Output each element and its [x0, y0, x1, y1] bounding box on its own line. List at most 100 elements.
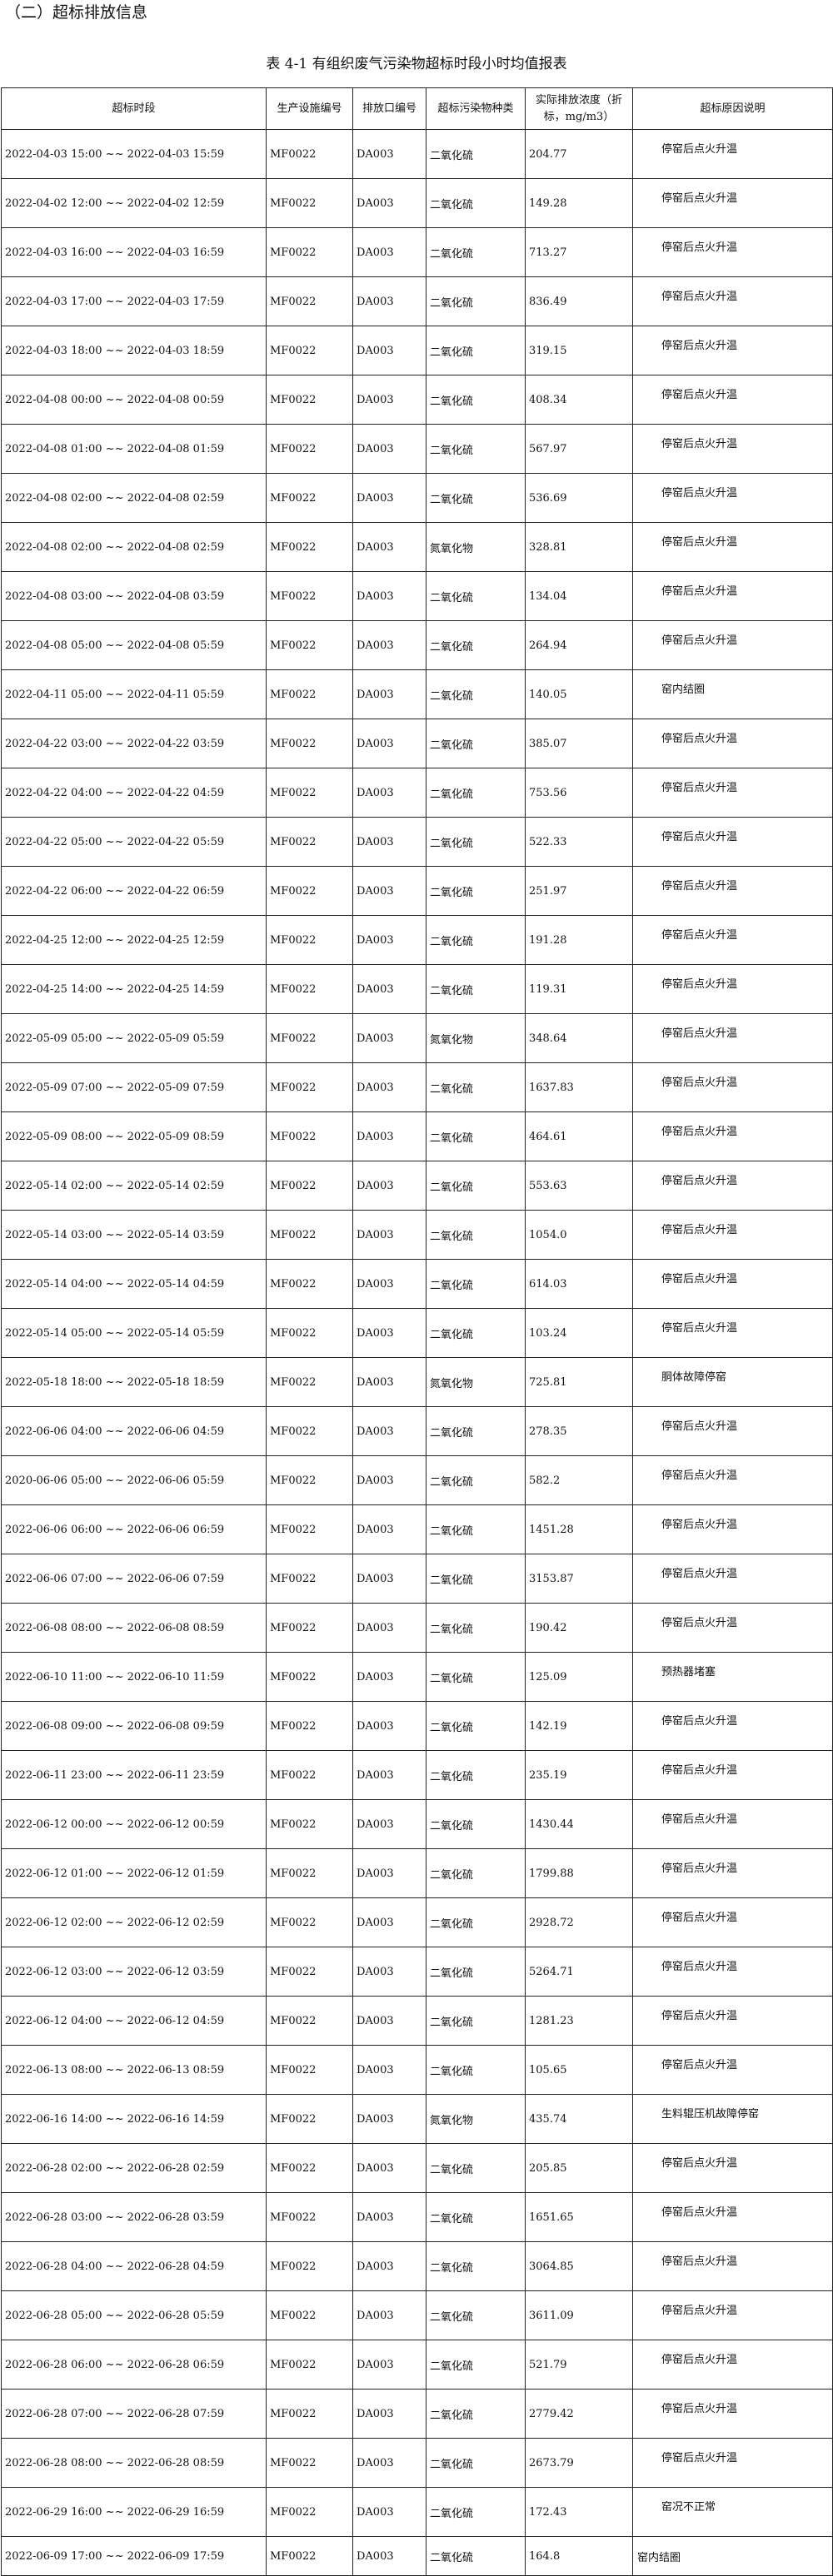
cell-facility-id: MF0022: [266, 2094, 353, 2144]
cell-facility-id: MF0022: [266, 1062, 353, 1112]
cell-reason: 停窑后点火升温: [632, 473, 833, 523]
table-row: 2022-04-08 01:00 ~~ 2022-04-08 01:59 MF00…: [1, 424, 833, 474]
cell-concentration: 1651.65: [525, 2192, 633, 2242]
cell-outlet-id: DA003: [352, 1111, 426, 1161]
cell-outlet-id: DA003: [352, 2290, 426, 2340]
table-caption: 表 4-1 有组织废气污染物超标时段小时均值报表: [266, 56, 567, 72]
cell-reason: 停窑后点火升温: [632, 1750, 833, 1800]
cell-concentration: 385.07: [525, 719, 633, 768]
cell-pollutant: 二氧化硫: [426, 2143, 526, 2193]
cell-period: 2022-04-25 12:00 ~~ 2022-04-25 12:59: [1, 915, 267, 965]
cell-reason: 停窑后点火升温: [632, 2389, 833, 2439]
cell-pollutant: 氮氧化物: [426, 1013, 526, 1063]
cell-period: 2022-06-06 04:00 ~~ 2022-06-06 04:59: [1, 1406, 267, 1456]
cell-concentration: 191.28: [525, 915, 633, 965]
cell-facility-id: MF0022: [266, 866, 353, 916]
cell-facility-id: MF0022: [266, 1701, 353, 1751]
cell-period: 2022-04-08 03:00 ~~ 2022-04-08 03:59: [1, 571, 267, 621]
cell-facility-id: MF0022: [266, 2438, 353, 2488]
cell-reason: 停窑后点火升温: [632, 620, 833, 670]
table-row: 2022-04-03 18:00 ~~ 2022-04-03 18:59 MF00…: [1, 326, 833, 375]
table-row: 2022-06-06 04:00 ~~ 2022-06-06 04:59 MF00…: [1, 1406, 833, 1456]
cell-reason: 预热器堵塞: [632, 1652, 833, 1702]
cell-facility-id: MF0022: [266, 1455, 353, 1505]
table-row: 2022-06-28 07:00 ~~ 2022-06-28 07:59 MF00…: [1, 2389, 833, 2439]
cell-period: 2022-06-28 03:00 ~~ 2022-06-28 03:59: [1, 2192, 267, 2242]
cell-outlet-id: DA003: [352, 669, 426, 719]
cell-period: 2022-04-22 06:00 ~~ 2022-04-22 06:59: [1, 866, 267, 916]
table-row: 2022-04-22 03:00 ~~ 2022-04-22 03:59 MF00…: [1, 719, 833, 768]
cell-pollutant: 二氧化硫: [426, 473, 526, 523]
cell-outlet-id: DA003: [352, 915, 426, 965]
cell-concentration: 725.81: [525, 1357, 633, 1407]
cell-outlet-id: DA003: [352, 227, 426, 277]
cell-facility-id: MF0022: [266, 178, 353, 228]
cell-period: 2022-04-11 05:00 ~~ 2022-04-11 05:59: [1, 669, 267, 719]
cell-pollutant: 二氧化硫: [426, 227, 526, 277]
cell-pollutant: 二氧化硫: [426, 276, 526, 326]
cell-facility-id: MF0022: [266, 326, 353, 375]
table-row: 2022-06-28 02:00 ~~ 2022-06-28 02:59 MF00…: [1, 2143, 833, 2193]
cell-concentration: 190.42: [525, 1603, 633, 1653]
cell-facility-id: MF0022: [266, 669, 353, 719]
cell-concentration: 105.65: [525, 2045, 633, 2095]
cell-outlet-id: DA003: [352, 1210, 426, 1260]
table-row: 2022-06-12 00:00 ~~ 2022-06-12 00:59 MF00…: [1, 1799, 833, 1849]
table-row: 2022-05-09 08:00 ~~ 2022-05-09 08:59 MF00…: [1, 1111, 833, 1161]
cell-pollutant: 二氧化硫: [426, 1652, 526, 1702]
exceedance-table: 超标时段 生产设施编号 排放口编号 超标污染物种类 实际排放浓度（折标，mg/m…: [1, 87, 833, 2576]
cell-pollutant: 二氧化硫: [426, 129, 526, 179]
cell-concentration: 553.63: [525, 1161, 633, 1211]
cell-pollutant: 二氧化硫: [426, 2241, 526, 2291]
cell-outlet-id: DA003: [352, 1799, 426, 1849]
cell-period: 2022-06-11 23:00 ~~ 2022-06-11 23:59: [1, 1750, 267, 1800]
cell-pollutant: 二氧化硫: [426, 2438, 526, 2488]
cell-outlet-id: DA003: [352, 1357, 426, 1407]
cell-pollutant: 二氧化硫: [426, 1259, 526, 1309]
cell-period: 2022-05-14 05:00 ~~ 2022-05-14 05:59: [1, 1308, 267, 1358]
cell-concentration: 1799.88: [525, 1848, 633, 1898]
cell-facility-id: MF0022: [266, 129, 353, 179]
cell-period: 2022-05-14 03:00 ~~ 2022-05-14 03:59: [1, 1210, 267, 1260]
cell-reason: 窑内结圈: [632, 2536, 833, 2576]
cell-pollutant: 氮氧化物: [426, 2094, 526, 2144]
table-row: 2022-04-08 00:00 ~~ 2022-04-08 00:59 MF00…: [1, 375, 833, 425]
cell-reason: 停窑后点火升温: [632, 1504, 833, 1554]
cell-period: 2022-04-22 05:00 ~~ 2022-04-22 05:59: [1, 817, 267, 867]
cell-facility-id: MF0022: [266, 1161, 353, 1211]
cell-pollutant: 二氧化硫: [426, 1554, 526, 1604]
cell-period: 2022-06-28 02:00 ~~ 2022-06-28 02:59: [1, 2143, 267, 2193]
cell-outlet-id: DA003: [352, 2045, 426, 2095]
cell-reason: 停窑后点火升温: [632, 1210, 833, 1260]
cell-pollutant: 二氧化硫: [426, 2045, 526, 2095]
cell-period: 2022-05-14 04:00 ~~ 2022-05-14 04:59: [1, 1259, 267, 1309]
table-row: 2022-06-13 08:00 ~~ 2022-06-13 08:59 MF00…: [1, 2045, 833, 2095]
cell-period: 2022-06-28 08:00 ~~ 2022-06-28 08:59: [1, 2438, 267, 2488]
cell-period: 2022-04-08 01:00 ~~ 2022-04-08 01:59: [1, 424, 267, 474]
col-header-outlet: 排放口编号: [352, 87, 426, 130]
table-row: 2022-06-08 09:00 ~~ 2022-06-08 09:59 MF00…: [1, 1701, 833, 1751]
table-row: 2022-04-11 05:00 ~~ 2022-04-11 05:59 MF00…: [1, 669, 833, 719]
table-row: 2022-05-14 04:00 ~~ 2022-05-14 04:59 MF00…: [1, 1259, 833, 1309]
cell-pollutant: 二氧化硫: [426, 1062, 526, 1112]
cell-concentration: 103.24: [525, 1308, 633, 1358]
cell-period: 2022-06-08 09:00 ~~ 2022-06-08 09:59: [1, 1701, 267, 1751]
cell-concentration: 119.31: [525, 964, 633, 1014]
cell-period: 2022-06-13 08:00 ~~ 2022-06-13 08:59: [1, 2045, 267, 2095]
cell-reason: 停窑后点火升温: [632, 1161, 833, 1211]
table-row: 2022-04-08 05:00 ~~ 2022-04-08 05:59 MF00…: [1, 620, 833, 670]
cell-pollutant: 二氧化硫: [426, 326, 526, 375]
cell-outlet-id: DA003: [352, 817, 426, 867]
cell-concentration: 328.81: [525, 522, 633, 572]
cell-period: 2022-04-25 14:00 ~~ 2022-04-25 14:59: [1, 964, 267, 1014]
table-row: 2022-04-22 06:00 ~~ 2022-04-22 06:59 MF00…: [1, 866, 833, 916]
cell-period: 2022-05-09 07:00 ~~ 2022-05-09 07:59: [1, 1062, 267, 1112]
cell-concentration: 464.61: [525, 1111, 633, 1161]
cell-reason: 停窑后点火升温: [632, 1996, 833, 2046]
cell-concentration: 125.09: [525, 1652, 633, 1702]
cell-outlet-id: DA003: [352, 1701, 426, 1751]
cell-reason: 停窑后点火升温: [632, 424, 833, 474]
cell-facility-id: MF0022: [266, 719, 353, 768]
cell-concentration: 3611.09: [525, 2290, 633, 2340]
table-row: 2022-06-12 02:00 ~~ 2022-06-12 02:59 MF00…: [1, 1897, 833, 1947]
